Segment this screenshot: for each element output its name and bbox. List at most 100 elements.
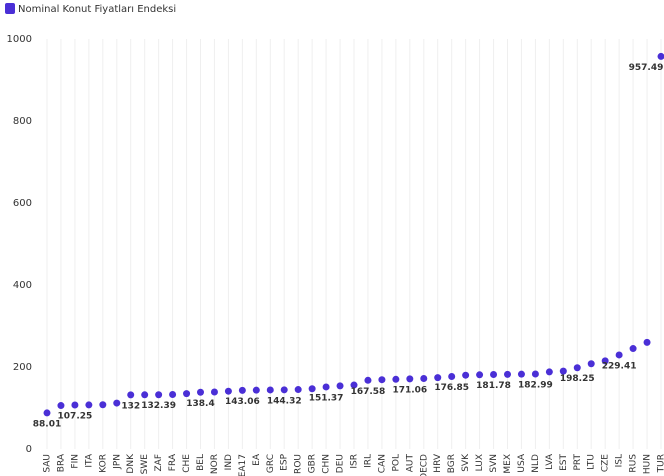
x-tick-label: BGR xyxy=(447,454,457,473)
x-tick-label: ISL xyxy=(615,454,625,467)
x-tick-label: CHE xyxy=(182,454,192,473)
value-label: 182.99 xyxy=(518,380,553,390)
dot xyxy=(113,399,121,407)
dot xyxy=(392,375,400,383)
value-label: 957.49 xyxy=(629,63,664,73)
x-tick-label: AUT xyxy=(405,454,415,473)
y-tick-label: 400 xyxy=(13,280,32,291)
x-tick-label: ROU xyxy=(294,454,304,474)
x-tick-label: NOR xyxy=(210,454,220,474)
x-tick-label: FRA xyxy=(168,453,178,471)
dot xyxy=(197,388,204,396)
value-label: 138.4 xyxy=(186,399,214,409)
y-tick-label: 800 xyxy=(13,116,32,127)
legend-label: Nominal Konut Fiyatları Endeksi xyxy=(18,4,176,15)
y-tick-label: 600 xyxy=(13,198,32,209)
x-tick-label: HRV xyxy=(433,453,443,473)
dot xyxy=(573,364,581,372)
x-tick-label: RUS xyxy=(629,454,639,473)
x-tick-label: ESP xyxy=(280,453,290,470)
x-tick-label: CHN xyxy=(322,454,332,474)
x-tick-label: SAU xyxy=(43,454,53,473)
value-label: 88.01 xyxy=(33,419,61,429)
dot xyxy=(57,402,65,410)
dot xyxy=(448,372,456,380)
x-tick-label: DNK xyxy=(126,453,136,474)
x-tick-label: KOR xyxy=(98,454,108,473)
x-tick-label: GRC xyxy=(266,454,276,473)
dot xyxy=(615,351,623,359)
value-label: 171.06 xyxy=(392,385,427,395)
x-tick-label: TUR xyxy=(657,454,664,473)
dot xyxy=(601,357,609,365)
dot xyxy=(280,386,288,394)
legend-swatch xyxy=(5,3,15,14)
value-label: 151.37 xyxy=(309,393,344,403)
dot xyxy=(629,345,637,353)
x-tick-label: DEU xyxy=(336,454,346,473)
dot xyxy=(224,387,232,395)
value-label: 167.58 xyxy=(351,387,386,397)
dot xyxy=(99,401,107,409)
y-tick-label: 0 xyxy=(26,444,32,455)
dot xyxy=(378,376,386,384)
value-label: 132 xyxy=(121,401,140,411)
x-tick-label: EA17 xyxy=(238,454,248,476)
dot xyxy=(210,388,218,396)
value-label: 176.85 xyxy=(434,383,469,393)
value-label: 144.32 xyxy=(267,396,302,406)
x-tick-label: GBR xyxy=(308,454,318,473)
dot xyxy=(294,386,302,394)
dot xyxy=(322,383,330,391)
x-tick-label: HUN xyxy=(643,454,653,474)
x-tick-label: EST xyxy=(559,454,569,471)
dot xyxy=(266,386,274,394)
value-label: 198.25 xyxy=(560,374,595,384)
x-tick-label: CAN xyxy=(377,454,387,473)
x-tick-label: NLD xyxy=(531,454,541,473)
x-tick-label: JPN xyxy=(112,454,122,470)
x-tick-label: ISR xyxy=(350,454,360,469)
dot xyxy=(476,371,484,379)
x-tick-label: POL xyxy=(391,454,401,472)
dot xyxy=(490,370,498,378)
dot xyxy=(127,391,135,399)
x-tick-label: SWE xyxy=(140,454,150,475)
dot xyxy=(420,374,428,382)
dot xyxy=(587,360,595,368)
dot xyxy=(545,368,553,376)
value-label: 107.25 xyxy=(58,412,93,422)
value-label: 181.78 xyxy=(476,381,511,391)
x-tick-label: MEX xyxy=(503,454,513,474)
x-tick-label: LUX xyxy=(475,454,485,471)
x-tick-label: SVK xyxy=(461,453,471,472)
x-tick-label: PRT xyxy=(573,454,583,471)
dot xyxy=(531,370,539,378)
x-tick-label: ITA xyxy=(84,453,94,467)
dot xyxy=(155,391,163,399)
x-tick-label: CZE xyxy=(601,454,611,472)
dot xyxy=(71,401,79,409)
dot xyxy=(43,409,51,417)
value-label: 143.06 xyxy=(225,397,260,407)
x-tick-label: EA xyxy=(252,453,262,466)
dot xyxy=(462,371,470,379)
dot xyxy=(169,390,177,398)
x-tick-label: IRL xyxy=(363,454,373,468)
x-tick-label: USA xyxy=(517,453,527,472)
dot xyxy=(183,390,191,398)
x-tick-label: LVA xyxy=(545,453,555,470)
dot xyxy=(350,381,358,389)
x-tick-label: BRA xyxy=(56,453,66,472)
x-tick-label: BEL xyxy=(196,454,206,471)
x-tick-label: SVN xyxy=(489,454,499,473)
dot xyxy=(85,401,93,409)
dot xyxy=(238,386,246,394)
dot xyxy=(406,375,414,383)
x-tick-label: LTU xyxy=(587,454,597,470)
dot xyxy=(364,376,372,384)
y-tick-label: 1000 xyxy=(7,34,32,45)
x-tick-label: ZAF xyxy=(154,454,164,472)
value-label: 132.39 xyxy=(141,401,176,411)
